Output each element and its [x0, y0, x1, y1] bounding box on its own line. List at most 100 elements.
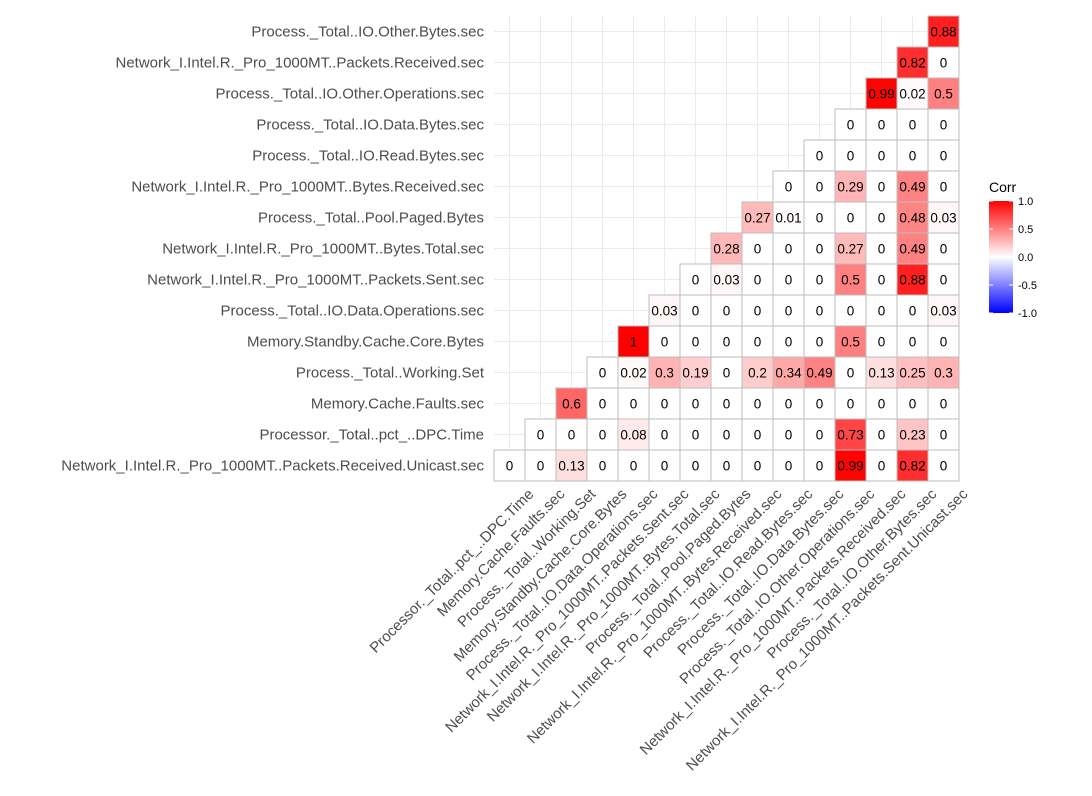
cell-value-label: 0 [878, 304, 886, 319]
cell-value-label: 0 [878, 397, 886, 412]
heatmap-cell [648, 418, 681, 451]
y-tick-label: Memory.Cache.Faults.sec [311, 396, 485, 413]
cell-value-label: 0 [785, 428, 793, 443]
cell-value-label: 0 [816, 335, 824, 350]
cell-value-label: 0 [878, 242, 886, 257]
cell-value-label: 0 [506, 459, 514, 474]
heatmap-cell [803, 170, 836, 203]
cell-value-label: 0 [785, 273, 793, 288]
heatmap-cell [896, 356, 929, 389]
heatmap-cell [803, 356, 836, 389]
cell-value-label: 0.01 [775, 211, 801, 226]
cell-value-label: 0 [785, 304, 793, 319]
heatmap-cell [896, 46, 929, 79]
cell-value-label: 0 [878, 149, 886, 164]
cell-value-label: 0 [754, 273, 762, 288]
cell-value-label: 0 [723, 335, 731, 350]
cell-value-label: 0.13 [558, 459, 584, 474]
cell-value-label: 0.02 [620, 366, 646, 381]
heatmap-cell [896, 449, 929, 482]
legend-tick-label: 0.0 [1018, 252, 1033, 264]
cell-value-label: 0.5 [934, 87, 953, 102]
heatmap-cell [803, 139, 836, 172]
cell-value-label: 0.29 [837, 180, 863, 195]
cell-value-label: 0.3 [655, 366, 674, 381]
cell-value-label: 0 [785, 397, 793, 412]
y-tick-label: Process._Total..Working.Set [296, 365, 485, 382]
cell-value-label: 0 [940, 428, 948, 443]
heatmap-cell [896, 201, 929, 234]
cell-value-label: 0.27 [837, 242, 863, 257]
cell-value-label: 0.99 [868, 87, 894, 102]
heatmap-cell [865, 294, 898, 327]
cell-value-label: 0.27 [744, 211, 770, 226]
cell-value-label: 0 [723, 366, 731, 381]
cell-value-label: 0 [909, 335, 917, 350]
heatmap-cell [865, 449, 898, 482]
heatmap-cell [865, 387, 898, 420]
cell-value-label: 0.2 [748, 366, 767, 381]
y-tick-label: Process._Total..IO.Read.Bytes.sec [252, 148, 484, 165]
heatmap-cell [927, 418, 960, 451]
heatmap-cell [896, 170, 929, 203]
heatmap-cell [927, 232, 960, 265]
cell-value-label: 0 [816, 149, 824, 164]
cell-value-label: 0 [754, 459, 762, 474]
cell-value-label: 0 [816, 304, 824, 319]
cell-value-label: 0 [816, 428, 824, 443]
heatmap-cell [927, 325, 960, 358]
cell-value-label: 0 [940, 459, 948, 474]
cell-value-label: 0 [599, 459, 607, 474]
y-tick-label: Network_I.Intel.R._Pro_1000MT..Bytes.Rec… [131, 179, 484, 196]
heatmap-cell [896, 139, 929, 172]
heatmap-cell [679, 325, 712, 358]
cell-value-label: 0 [878, 428, 886, 443]
cell-value-label: 0 [909, 118, 917, 133]
heatmap-cell [741, 263, 774, 296]
cell-value-label: 0 [723, 459, 731, 474]
cell-value-label: 0 [909, 397, 917, 412]
cell-value-label: 0 [661, 397, 669, 412]
cell-value-label: 0 [754, 304, 762, 319]
y-tick-label: Memory.Standby.Cache.Core.Bytes [247, 334, 484, 351]
cell-value-label: 0 [878, 180, 886, 195]
heatmap-cell [555, 387, 588, 420]
heatmap-cell [710, 449, 743, 482]
y-axis-tick-labels: Network_I.Intel.R._Pro_1000MT..Packets.R… [61, 24, 485, 475]
color-legend: Corr 1.0 0.5 0.0 -0.5 -1.0 [989, 179, 1037, 320]
heatmap-cell [710, 387, 743, 420]
cell-value-label: 0.03 [930, 304, 956, 319]
heatmap-cell [834, 325, 867, 358]
cell-value-label: 0 [878, 118, 886, 133]
heatmap-cell [927, 356, 960, 389]
heatmap-cell [927, 263, 960, 296]
heatmap-cell [927, 77, 960, 110]
heatmap-cell [803, 201, 836, 234]
cell-value-label: 0 [847, 397, 855, 412]
cell-value-label: 0 [785, 242, 793, 257]
cell-value-label: 0.82 [899, 459, 925, 474]
cell-value-label: 0.25 [899, 366, 925, 381]
cell-value-label: 0 [754, 428, 762, 443]
heatmap-cell [741, 294, 774, 327]
legend-tick-label: -1.0 [1018, 308, 1037, 320]
cell-value-label: 0 [816, 180, 824, 195]
cell-value-label: 0.6 [562, 397, 581, 412]
cell-value-label: 0.13 [868, 366, 894, 381]
cell-value-label: 0 [723, 428, 731, 443]
heatmap-cell [772, 201, 805, 234]
cell-value-label: 0.49 [899, 242, 925, 257]
heatmap-cell [927, 15, 960, 48]
heatmap-cell [710, 356, 743, 389]
y-tick-label: Processor._Total..pct_..DPC.Time [259, 427, 484, 444]
legend-title: Corr [989, 179, 1017, 195]
heatmap-cell [896, 325, 929, 358]
cell-value-label: 0 [599, 428, 607, 443]
y-tick-label: Network_I.Intel.R._Pro_1000MT..Packets.S… [147, 272, 484, 289]
heatmap-cell [524, 418, 557, 451]
heatmap-cell [679, 263, 712, 296]
cell-value-label: 0 [785, 459, 793, 474]
cell-value-label: 0 [537, 428, 545, 443]
cell-value-label: 0 [940, 335, 948, 350]
heatmap-cell [803, 325, 836, 358]
